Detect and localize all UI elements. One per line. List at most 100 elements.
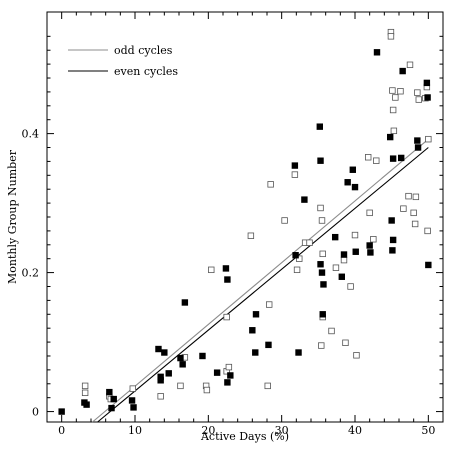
open-square-point xyxy=(177,382,184,390)
filled-square-point xyxy=(351,183,359,191)
open-square-point xyxy=(342,339,349,346)
filled-square-point xyxy=(340,251,348,258)
open-square-point xyxy=(366,209,373,217)
filled-square-point xyxy=(106,388,113,396)
open-square-point xyxy=(389,87,396,94)
axis-ticks: 0 10 20 30 40 50 0 0.2 0.4 xyxy=(22,12,443,437)
open-square-point xyxy=(328,327,335,335)
filled-square-point xyxy=(252,349,259,356)
filled-square-point xyxy=(414,137,421,144)
filled-square-point xyxy=(179,361,186,368)
even-cycles-fit-line xyxy=(97,147,429,423)
open-square-point xyxy=(319,250,326,258)
filled-square-point xyxy=(424,94,431,101)
filled-square-point xyxy=(338,273,345,280)
filled-square-point xyxy=(318,269,326,276)
open-square-point xyxy=(414,89,421,96)
filled-square-point xyxy=(389,236,397,244)
filled-square-point xyxy=(222,265,230,272)
filled-square-point xyxy=(224,379,231,386)
filled-square-point xyxy=(386,133,394,141)
open-square-point xyxy=(223,313,230,321)
filled-square-point xyxy=(58,408,65,415)
open-square-point xyxy=(264,382,271,390)
filled-square-point xyxy=(366,242,373,249)
filled-square-point xyxy=(155,345,162,353)
x-tick-label: 10 xyxy=(128,424,142,437)
open-square-point xyxy=(373,157,380,164)
open-square-point xyxy=(370,236,377,243)
filled-square-point xyxy=(213,369,221,376)
filled-square-point xyxy=(423,79,431,87)
open-square-point xyxy=(406,61,414,69)
x-tick-label: 50 xyxy=(421,424,435,437)
filled-square-point xyxy=(265,341,272,349)
filled-square-point xyxy=(414,144,422,151)
y-tick-label: 0.2 xyxy=(22,267,40,280)
open-square-point xyxy=(225,363,233,371)
open-square-point xyxy=(425,135,432,143)
open-square-point xyxy=(390,127,398,135)
filled-square-point xyxy=(224,276,231,283)
open-square-point xyxy=(317,204,324,212)
open-square-point xyxy=(410,209,417,217)
open-square-point xyxy=(318,217,326,224)
open-square-point xyxy=(157,393,164,400)
filled-square-point xyxy=(291,162,299,169)
open-square-point xyxy=(405,192,412,200)
open-square-point xyxy=(412,193,420,201)
open-square-point xyxy=(364,154,372,161)
filled-square-point xyxy=(128,397,136,404)
filled-square-point xyxy=(83,401,90,408)
open-square-point xyxy=(424,227,431,235)
x-tick-label: 40 xyxy=(348,424,362,437)
filled-square-point xyxy=(161,349,168,356)
filled-square-point xyxy=(227,372,234,379)
legend-label: even cycles xyxy=(114,65,178,78)
filled-square-point xyxy=(397,154,405,162)
open-square-point xyxy=(306,239,313,246)
odd-cycles-fit-line xyxy=(92,138,429,423)
open-square-point xyxy=(397,88,404,95)
filled-square-point xyxy=(389,155,397,162)
x-tick-label: 30 xyxy=(275,424,289,437)
plot-frame xyxy=(46,11,444,423)
open-square-point xyxy=(203,386,211,394)
open-square-point xyxy=(247,232,255,239)
legend-label: odd cycles xyxy=(114,44,173,57)
open-square-point xyxy=(81,389,89,397)
open-square-point xyxy=(392,94,399,101)
open-square-point xyxy=(351,231,359,239)
open-square-point xyxy=(411,220,419,228)
filled-square-point xyxy=(425,261,432,269)
filled-square-point xyxy=(301,196,308,203)
fit-lines xyxy=(92,138,429,423)
open-square-point xyxy=(291,171,299,178)
open-square-point xyxy=(296,255,303,262)
open-square-point xyxy=(129,385,136,392)
filled-square-point xyxy=(373,49,381,56)
x-tick-label: 0 xyxy=(58,424,65,437)
filled-square-point xyxy=(331,233,339,241)
filled-square-point xyxy=(319,311,326,318)
filled-square-point xyxy=(252,311,260,318)
legend: odd cycles even cycles xyxy=(68,44,178,78)
filled-square-point xyxy=(130,404,137,411)
filled-square-point xyxy=(157,377,164,384)
filled-square-point xyxy=(344,179,351,186)
filled-square-point xyxy=(349,166,356,173)
open-square-point xyxy=(353,352,360,359)
filled-square-point xyxy=(110,395,117,403)
y-axis-title: Monthly Group Number xyxy=(6,149,19,284)
filled-square-point xyxy=(316,123,323,130)
filled-square-point xyxy=(249,327,256,334)
filled-square-point xyxy=(108,404,115,412)
filled-square-point xyxy=(181,299,189,306)
filled-square-point xyxy=(320,281,327,288)
filled-square-point xyxy=(317,261,324,268)
x-axis-title: Active Days (%) xyxy=(200,430,289,443)
filled-square-point xyxy=(199,352,206,360)
open-square-point xyxy=(318,342,325,349)
open-square-point xyxy=(208,266,215,274)
